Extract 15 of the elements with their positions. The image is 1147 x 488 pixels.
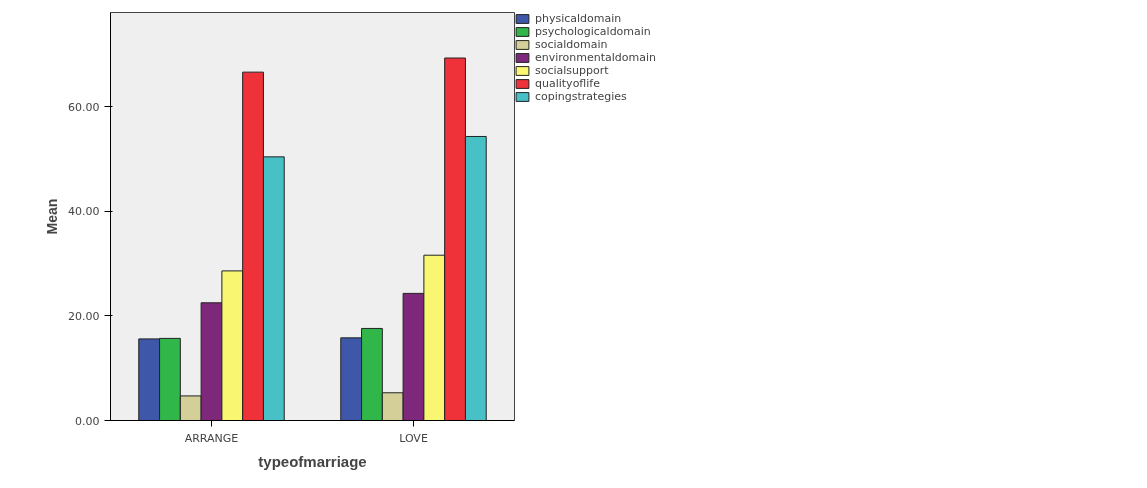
legend-label: psychologicaldomain bbox=[535, 25, 651, 38]
legend-label: copingstrategies bbox=[535, 90, 627, 103]
legend-label: qualityoflife bbox=[535, 77, 600, 90]
legend-label: socialdomain bbox=[535, 38, 608, 51]
legend-label: socialsupport bbox=[535, 64, 609, 77]
y-tick-label: 20.00 bbox=[68, 309, 100, 323]
legend-label: environmentaldomain bbox=[535, 51, 657, 64]
y-axis-title: Mean bbox=[44, 198, 61, 235]
y-tick-label: 0.00 bbox=[75, 414, 100, 428]
legend-label: physicaldomain bbox=[535, 12, 622, 25]
x-axis-title: typeofmarriage bbox=[258, 452, 367, 470]
y-tick-label: 40.00 bbox=[68, 205, 100, 219]
y-tick-label: 60.00 bbox=[68, 100, 100, 114]
x-tick-label: LOVE bbox=[399, 431, 428, 445]
x-tick-label: ARRANGE bbox=[184, 431, 239, 445]
